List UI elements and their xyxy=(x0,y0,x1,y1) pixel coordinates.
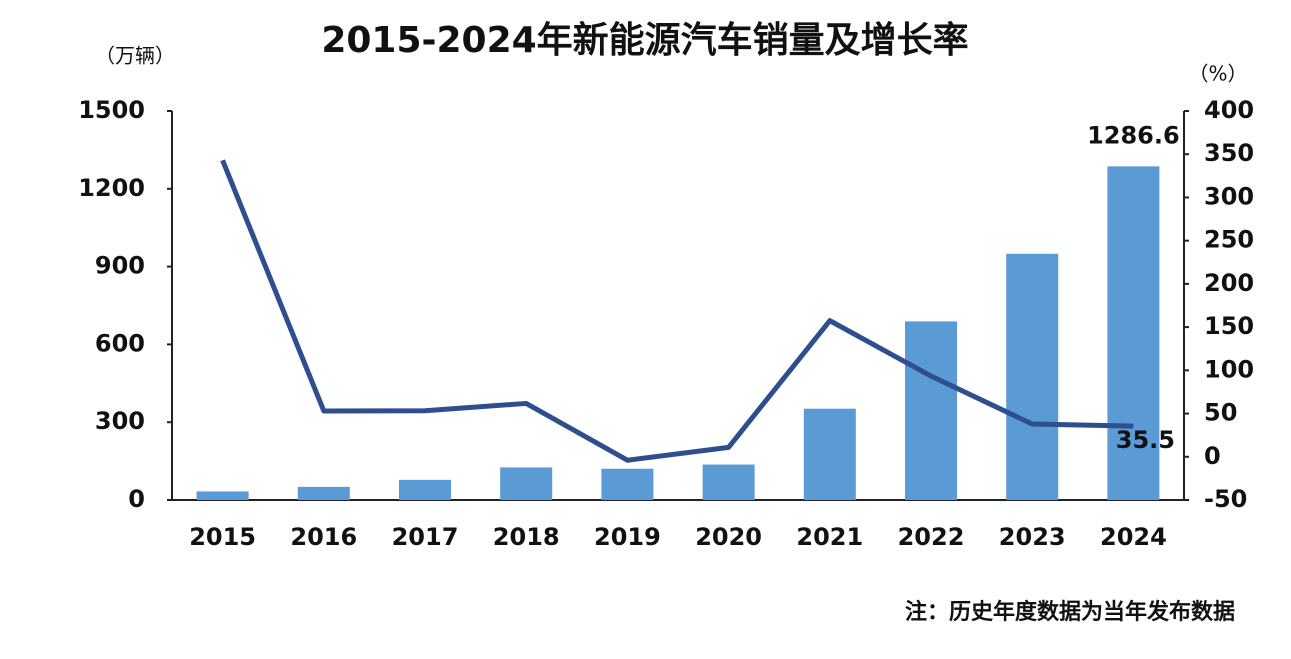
bar xyxy=(601,468,654,500)
x-tick-label: 2021 xyxy=(796,523,863,551)
y2-tick-label: 300 xyxy=(1204,182,1254,210)
y-tick-label: 1200 xyxy=(78,174,145,202)
y-tick-label: 900 xyxy=(95,252,145,280)
y-tick-label: 300 xyxy=(95,407,145,435)
x-tick-label: 2016 xyxy=(290,523,357,551)
y2-tick-label: 50 xyxy=(1204,399,1237,427)
bar xyxy=(500,467,553,500)
y2-tick-label: 250 xyxy=(1204,226,1254,254)
line xyxy=(220,159,1134,463)
bar xyxy=(1107,166,1160,500)
bar xyxy=(297,486,350,500)
y-tick-label: 1500 xyxy=(78,96,145,124)
bar xyxy=(905,321,957,500)
x-tick-label: 2018 xyxy=(493,523,560,551)
y2-axis-label: （%） xyxy=(1188,62,1247,86)
x-tick-label: 2022 xyxy=(898,523,965,551)
x-tick-label: 2020 xyxy=(695,523,762,551)
x-tick-label: 2024 xyxy=(1100,523,1167,551)
chart-title: 2015-2024年新能源汽车销量及增长率 xyxy=(321,20,968,61)
footnote: 注：历史年度数据为当年发布数据 xyxy=(905,599,1235,625)
bar xyxy=(702,464,755,500)
y2-tick-label: 0 xyxy=(1204,442,1221,470)
y2-tick-label: 200 xyxy=(1204,269,1254,297)
x-tick-label: 2015 xyxy=(189,523,256,551)
x-tick-label: 2023 xyxy=(999,523,1066,551)
y-tick-label: 600 xyxy=(95,329,145,357)
y2-tick-label: 350 xyxy=(1204,139,1254,167)
y2-tick-label: 150 xyxy=(1204,312,1254,340)
y-tick-label: 0 xyxy=(128,485,145,513)
y2-tick-label: -50 xyxy=(1204,485,1247,513)
x-tick-label: 2017 xyxy=(392,523,459,551)
x-tick-label: 2019 xyxy=(594,523,661,551)
y2-tick-label: 400 xyxy=(1204,96,1254,124)
bar xyxy=(803,408,856,500)
bar xyxy=(1006,253,1059,500)
data-label: 1286.6 xyxy=(1087,121,1180,149)
data-label: 35.5 xyxy=(1116,426,1175,454)
bar xyxy=(399,479,451,500)
bar xyxy=(196,491,249,500)
y-axis-label: （万辆） xyxy=(95,44,175,68)
y2-tick-label: 100 xyxy=(1204,355,1254,383)
